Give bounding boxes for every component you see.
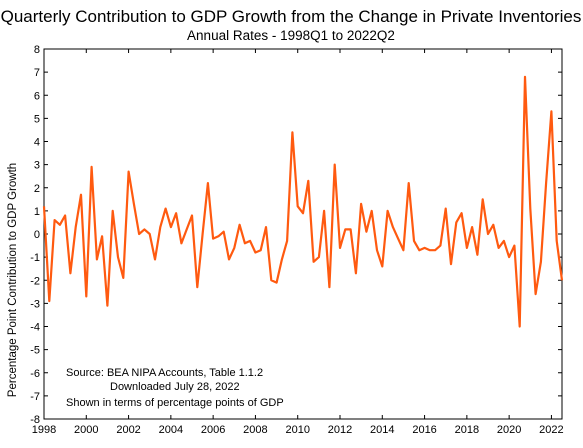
x-tick-label: 2022 [539,424,563,436]
note-units: Shown in terms of percentage points of G… [66,397,284,409]
y-tick-label: 7 [34,67,40,79]
y-axis-label: Percentage Point Contribution to GDP Gro… [7,163,19,397]
y-tick-label: 1 [34,206,40,218]
y-tick-label: -6 [30,368,40,380]
plot-frame [43,48,563,420]
y-tick-label: -3 [30,298,40,310]
x-tick-label: 2010 [285,424,309,436]
x-tick-label: 2016 [412,424,436,436]
series-line [42,75,564,328]
y-tick-label: 0 [34,229,40,241]
y-tick-label: 6 [34,90,40,102]
y-tick-label: 2 [34,183,40,195]
y-tick-label: -1 [30,252,40,264]
y-tick-label: 5 [34,113,40,125]
x-tick-label: 2020 [497,424,521,436]
x-tick-label: 1998 [32,424,56,436]
x-tick-label: 2008 [243,424,267,436]
chart-subtitle: Annual Rates - 1998Q1 to 2022Q2 [187,28,395,43]
y-tick-label: 3 [34,160,40,172]
y-tick-label: 8 [34,44,40,56]
series-layer [42,75,564,328]
source-notes: Source: BEA NIPA Accounts, Table 1.1.2 D… [66,367,284,409]
note-downloaded: Downloaded July 28, 2022 [110,381,240,393]
x-tick-label: 2006 [201,424,225,436]
y-tick-label: -8 [30,414,40,426]
y-tick-label: -7 [30,391,40,403]
x-tick-label: 2012 [328,424,352,436]
y-tick-label: -5 [30,345,40,357]
x-tick-label: 2018 [455,424,479,436]
x-tick-label: 2002 [116,424,140,436]
x-tick-label: 2004 [159,424,183,436]
y-tick-label: 4 [34,137,40,149]
x-tick-label: 2000 [74,424,98,436]
chart-title: Quarterly Contribution to GDP Growth fro… [1,7,582,26]
y-tick-label: -4 [30,322,40,334]
x-tick-label: 2014 [370,424,394,436]
note-source: Source: BEA NIPA Accounts, Table 1.1.2 [66,367,263,379]
axes [43,48,563,420]
y-tick-label: -2 [30,275,40,287]
